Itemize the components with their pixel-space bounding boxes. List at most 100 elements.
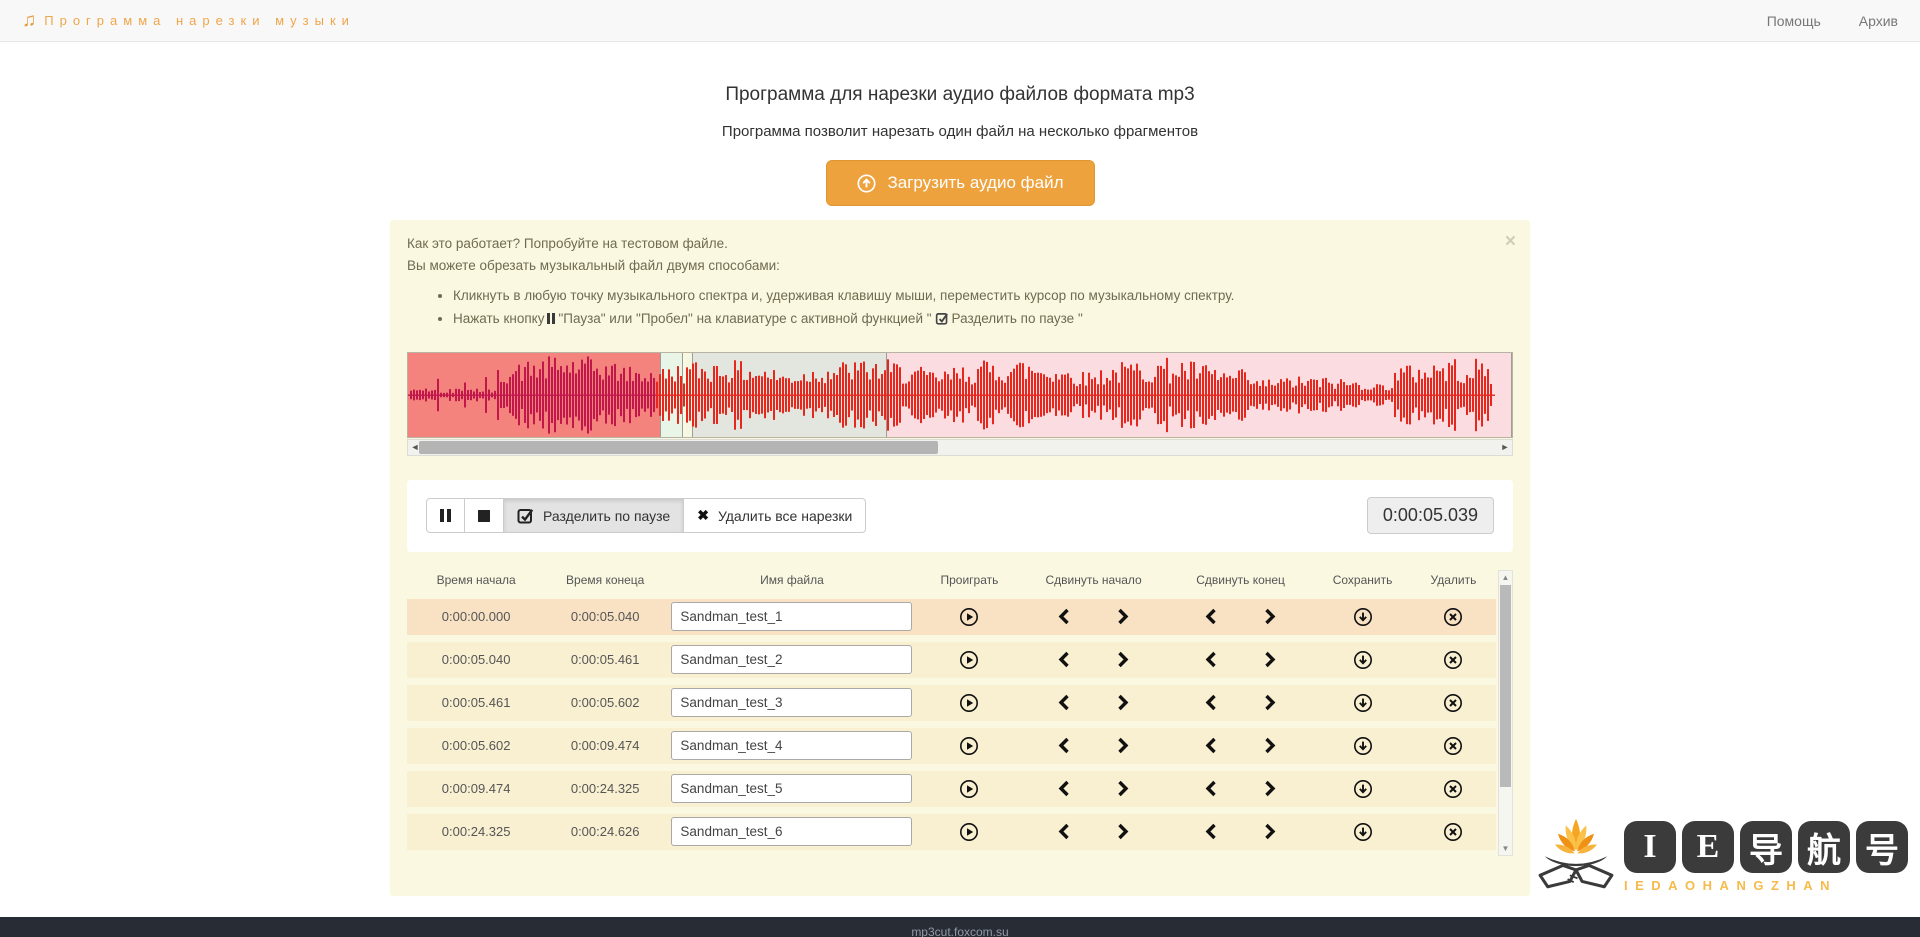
shift-start-left-icon[interactable]: [1057, 780, 1070, 797]
shift-start-left-icon[interactable]: [1057, 823, 1070, 840]
close-icon[interactable]: ×: [1504, 231, 1516, 252]
shift-start-right-icon[interactable]: [1117, 608, 1130, 625]
split-by-pause-button[interactable]: Разделить по паузе: [503, 498, 685, 534]
cut-end-time: 0:00:24.626: [570, 824, 640, 840]
save-icon[interactable]: [1353, 693, 1373, 713]
shift-end-left-icon[interactable]: [1204, 780, 1217, 797]
filename-input[interactable]: [671, 645, 913, 675]
save-icon[interactable]: [1353, 822, 1373, 842]
table-row: 0:00:05.461 0:00:05.602: [407, 684, 1496, 721]
nav-archive-link[interactable]: Архив: [1858, 12, 1898, 29]
shift-start-right-icon[interactable]: [1117, 737, 1130, 754]
cut-start-time: 0:00:24.325: [441, 824, 511, 840]
cut-start-time: 0:00:05.602: [441, 738, 511, 754]
save-icon[interactable]: [1353, 736, 1373, 756]
filename-input[interactable]: [671, 602, 913, 632]
cut-start-time: 0:00:05.461: [441, 695, 511, 711]
help-bullet-2: Нажать кнопку"Пауза" или "Пробел" на кла…: [453, 308, 1513, 330]
shift-end-right-icon[interactable]: [1264, 780, 1277, 797]
table-row: 0:00:09.474 0:00:24.325: [407, 770, 1496, 807]
col-header-play: Проиграть: [940, 572, 999, 587]
save-icon[interactable]: [1353, 650, 1373, 670]
nav-help-link[interactable]: Помощь: [1766, 12, 1821, 29]
top-header: ♫ Программа нарезки музыки Помощь Архив: [0, 0, 1920, 42]
table-row: 0:00:05.040 0:00:05.461: [407, 641, 1496, 678]
table-rows: 0:00:00.000 0:00:05.040: [407, 598, 1496, 850]
col-header-filename: Имя файла: [760, 572, 824, 587]
pause-icon: [547, 313, 556, 325]
play-icon[interactable]: [959, 736, 979, 756]
table-scrollbar-thumb[interactable]: [1500, 584, 1511, 787]
save-icon[interactable]: [1353, 779, 1373, 799]
filename-input[interactable]: [671, 774, 913, 804]
play-icon[interactable]: [959, 650, 979, 670]
play-icon[interactable]: [959, 693, 979, 713]
table-row: 0:00:24.325 0:00:24.626: [407, 813, 1496, 850]
hero-section: Программа для нарезки аудио файлов форма…: [0, 84, 1920, 206]
save-icon[interactable]: [1353, 607, 1373, 627]
waveform-scrollbar-thumb[interactable]: [419, 440, 938, 454]
x-icon: ✖: [697, 507, 709, 524]
shift-end-right-icon[interactable]: [1264, 823, 1277, 840]
shift-start-left-icon[interactable]: [1057, 651, 1070, 668]
shift-start-right-icon[interactable]: [1117, 694, 1130, 711]
cut-end-time: 0:00:05.461: [570, 652, 640, 668]
delete-icon[interactable]: [1443, 650, 1463, 670]
scroll-up-icon[interactable]: ▲: [1501, 572, 1510, 582]
scroll-down-icon[interactable]: ▼: [1501, 843, 1510, 853]
delete-all-cuts-button[interactable]: ✖ Удалить все нарезки: [683, 498, 867, 534]
help-line-2: Вы можете обрезать музыкальный файл двум…: [407, 257, 780, 273]
waveform-scrollbar[interactable]: ◄ ►: [407, 438, 1513, 456]
page-subtitle: Программа позволит нарезать один файл на…: [721, 123, 1199, 140]
shift-start-left-icon[interactable]: [1057, 737, 1070, 754]
filename-input[interactable]: [671, 688, 913, 718]
shift-start-left-icon[interactable]: [1057, 694, 1070, 711]
shift-end-right-icon[interactable]: [1264, 651, 1277, 668]
scroll-right-icon[interactable]: ►: [1500, 441, 1510, 452]
cut-end-time: 0:00:09.474: [570, 738, 640, 754]
app-logo[interactable]: ♫ Программа нарезки музыки: [22, 11, 355, 30]
delete-icon[interactable]: [1443, 693, 1463, 713]
shift-start-right-icon[interactable]: [1117, 780, 1130, 797]
filename-input[interactable]: [671, 731, 913, 761]
waveform-spectrum[interactable]: [407, 351, 1513, 438]
stop-icon: [478, 509, 490, 522]
shift-end-right-icon[interactable]: [1264, 694, 1277, 711]
stop-button[interactable]: [464, 498, 504, 534]
col-header-save: Сохранить: [1332, 572, 1393, 587]
shift-end-left-icon[interactable]: [1204, 608, 1217, 625]
shift-end-left-icon[interactable]: [1204, 737, 1217, 754]
table-header-row: Время начала Время конеца Имя файла Прои…: [407, 568, 1496, 592]
filename-input[interactable]: [671, 817, 913, 847]
pause-button[interactable]: [426, 498, 465, 534]
pause-icon: [440, 509, 451, 523]
shift-end-right-icon[interactable]: [1264, 737, 1277, 754]
scroll-left-icon[interactable]: ◄: [410, 441, 420, 452]
play-icon[interactable]: [959, 822, 979, 842]
play-icon[interactable]: [959, 607, 979, 627]
upload-audio-button[interactable]: Загрузить аудио файл: [825, 160, 1095, 206]
shift-start-right-icon[interactable]: [1117, 823, 1130, 840]
shift-end-left-icon[interactable]: [1204, 823, 1217, 840]
shift-start-right-icon[interactable]: [1117, 651, 1130, 668]
help-bullet-1: Кликнуть в любую точку музыкального спек…: [453, 285, 1513, 307]
shift-end-left-icon[interactable]: [1204, 694, 1217, 711]
delete-icon[interactable]: [1443, 607, 1463, 627]
shift-end-right-icon[interactable]: [1264, 608, 1277, 625]
site-watermark: I E 导 航 号 IEDAOHANGZHAN: [1530, 797, 1912, 917]
delete-icon[interactable]: [1443, 822, 1463, 842]
table-scrollbar[interactable]: ▲ ▼: [1498, 569, 1513, 856]
play-icon[interactable]: [959, 779, 979, 799]
shift-end-left-icon[interactable]: [1204, 651, 1217, 668]
delete-icon[interactable]: [1443, 736, 1463, 756]
cut-end-time: 0:00:05.040: [570, 609, 640, 625]
shift-start-left-icon[interactable]: [1057, 608, 1070, 625]
delete-icon[interactable]: [1443, 779, 1463, 799]
waveform-bars: [408, 356, 1495, 434]
table-row: 0:00:00.000 0:00:05.040: [407, 598, 1496, 635]
toolbar-button-group: Разделить по паузе ✖ Удалить все нарезки: [426, 498, 867, 534]
footer-text: mp3cut.foxcom.su: [911, 925, 1009, 937]
split-button-label: Разделить по паузе: [543, 507, 671, 524]
cut-start-time: 0:00:05.040: [441, 652, 511, 668]
cuts-table: Время начала Время конеца Имя файла Прои…: [407, 568, 1496, 850]
